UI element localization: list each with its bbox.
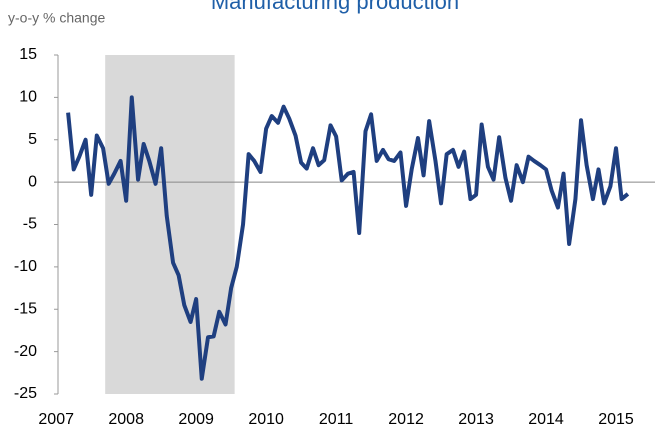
y-tick-label: 10 <box>19 89 37 106</box>
x-tick-label: 2015 <box>598 411 634 428</box>
y-tick-label: -10 <box>14 258 37 275</box>
x-tick-label: 2011 <box>319 411 354 428</box>
x-tick-label: 2008 <box>108 411 144 428</box>
data-line <box>66 95 630 381</box>
y-axis-label: y-o-y % change <box>8 10 105 26</box>
y-tick-label: -20 <box>14 343 37 360</box>
y-tick-label: 0 <box>28 173 37 190</box>
x-tick-label: 2014 <box>528 411 564 428</box>
x-tick-label: 2009 <box>178 411 214 428</box>
x-tick-label: 2013 <box>458 411 494 428</box>
y-tick-label: 15 <box>19 46 37 63</box>
x-tick-label: 2012 <box>388 411 424 428</box>
y-tick-label: -5 <box>23 216 37 233</box>
x-tick-label: 2010 <box>248 411 284 428</box>
x-tick-label: 2007 <box>38 411 74 428</box>
y-tick-label: -15 <box>14 300 37 317</box>
y-tick-label: -25 <box>14 385 37 402</box>
y-tick-label: 5 <box>28 131 37 148</box>
chart-title: Manufacturing production <box>211 0 459 14</box>
